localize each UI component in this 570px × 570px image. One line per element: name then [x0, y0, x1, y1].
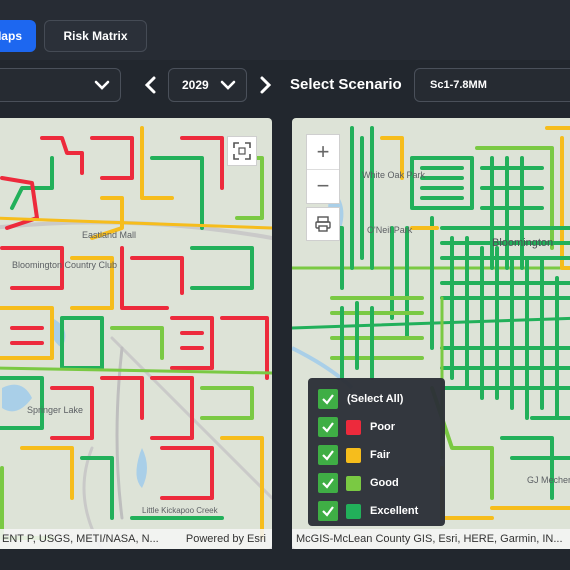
map-label: Springer Lake: [27, 405, 83, 415]
map-label: O'Neil Park: [367, 225, 413, 235]
checkbox-checked-icon[interactable]: [318, 501, 338, 521]
fullscreen-button[interactable]: [227, 136, 257, 166]
risk-matrix-label: Risk Matrix: [63, 29, 128, 43]
legend-label: (Select All): [347, 393, 404, 405]
legend-label: Excellent: [370, 505, 419, 517]
zoom-in-button[interactable]: +: [307, 135, 339, 170]
checkbox-checked-icon[interactable]: [318, 445, 338, 465]
year-value: 2029: [182, 78, 209, 92]
select-scenario-label: Select Scenario: [290, 76, 402, 93]
legend-item-good[interactable]: Good: [318, 472, 399, 494]
attribution-text: ENT P, USGS, METI/NASA, N...: [2, 533, 159, 545]
legend-label: Good: [370, 477, 399, 489]
attribution-text: McGIS-McLean County GIS, Esri, HERE, Gar…: [296, 533, 563, 545]
legend-item-fair[interactable]: Fair: [318, 444, 390, 466]
chevron-down-icon: [94, 80, 110, 90]
legend-item-poor[interactable]: Poor: [318, 416, 395, 438]
left-condition-map[interactable]: Eastland Mall Bloomington Country Club S…: [0, 118, 272, 549]
condition-legend: (Select All) Poor Fair Good Excellent: [308, 378, 445, 526]
map-label: GJ Mecherle Memorial Park: [527, 475, 570, 485]
poor-swatch: [346, 419, 361, 435]
legend-label: Fair: [370, 449, 391, 461]
scenario-dropdown[interactable]: Sc1-7.8MM: [414, 68, 570, 102]
printer-icon: [315, 216, 331, 232]
risk-matrix-button[interactable]: Risk Matrix: [44, 20, 147, 52]
map-label: White Oak Park: [362, 170, 426, 180]
good-swatch: [346, 475, 361, 491]
map-label: Bloomington: [492, 237, 553, 249]
left-road-network: Eastland Mall Bloomington Country Club S…: [0, 126, 272, 549]
minus-icon: −: [316, 173, 330, 199]
zoom-out-button[interactable]: −: [307, 170, 339, 204]
checkbox-checked-icon[interactable]: [318, 473, 338, 493]
zoom-control: + −: [306, 134, 340, 204]
right-map-attribution: McGIS-McLean County GIS, Esri, HERE, Gar…: [292, 529, 570, 549]
map-label: Eastland Mall: [82, 230, 136, 240]
print-button[interactable]: [306, 207, 340, 241]
maps-tab-button[interactable]: Maps: [0, 20, 36, 52]
left-map-attribution: ENT P, USGS, METI/NASA, N... Powered by …: [0, 529, 272, 549]
checkbox-checked-icon[interactable]: [318, 389, 338, 409]
fair-swatch: [346, 447, 361, 463]
prev-year-icon[interactable]: [142, 75, 160, 95]
scenario-value: Sc1-7.8MM: [430, 79, 487, 91]
chevron-down-icon: [220, 80, 236, 90]
checkbox-checked-icon[interactable]: [318, 417, 338, 437]
map-label: Little Kickapoo Creek: [142, 506, 219, 515]
legend-item-select-all[interactable]: (Select All): [318, 388, 403, 410]
map-label: Bloomington Country Club: [12, 260, 117, 270]
next-year-icon[interactable]: [256, 75, 274, 95]
year-dropdown[interactable]: 2029: [168, 68, 247, 102]
fullscreen-icon: [233, 142, 251, 160]
maps-tab-label: Maps: [0, 29, 22, 43]
excellent-swatch: [346, 503, 361, 519]
plus-icon: +: [316, 138, 330, 164]
powered-by-esri-link[interactable]: Powered by Esri: [185, 533, 266, 545]
legend-item-excellent[interactable]: Excellent: [318, 500, 418, 522]
legend-label: Poor: [370, 421, 396, 433]
left-dropdown[interactable]: [0, 68, 121, 102]
